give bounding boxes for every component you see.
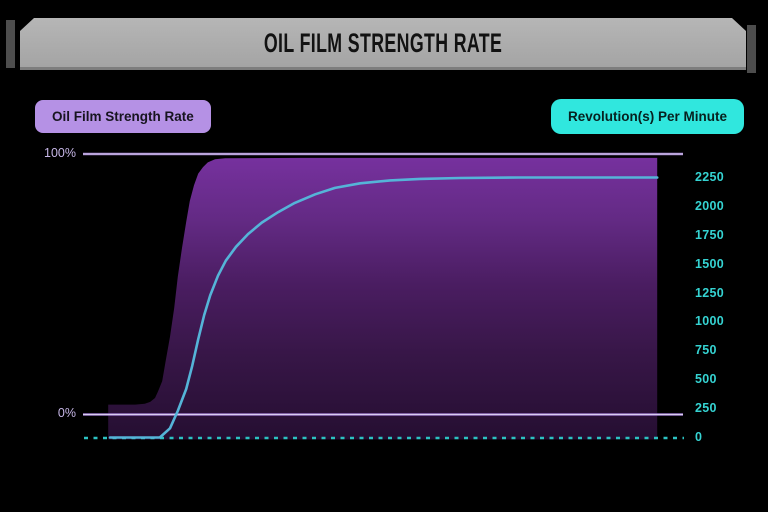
right-axis-tick: 250 <box>695 401 717 415</box>
right-axis-tick: 2250 <box>695 170 725 184</box>
right-axis-tick: 750 <box>695 343 717 358</box>
right-axis-tick: 1000 <box>695 314 725 329</box>
header-plate: OIL FILM STRENGTH RATE <box>20 18 746 70</box>
header-end-cap-left <box>6 20 15 68</box>
legend-badge-rpm[interactable]: Revolution(s) Per Minute <box>551 99 745 134</box>
right-axis-ticks: 2250 2000 1750 1500 1250 1000 750 500 250 0 <box>695 171 740 444</box>
right-axis-tick: 1250 <box>695 285 725 300</box>
left-axis-tick-100: 100% <box>44 146 76 160</box>
right-axis-tick: 2000 <box>695 198 725 213</box>
left-axis-tick-0: 0% <box>57 406 76 420</box>
rpm-line-series <box>108 176 659 439</box>
page-title: OIL FILM STRENGTH RATE <box>263 28 503 59</box>
right-axis-tick: 1500 <box>695 256 725 271</box>
right-axis-tick: 0 <box>695 429 703 444</box>
strength-area-series <box>108 157 658 440</box>
right-axis-tick: 1750 <box>695 227 725 242</box>
right-axis-tick: 500 <box>695 372 717 387</box>
legend-badge-oil-film-strength[interactable]: Oil Film Strength Rate <box>35 100 211 133</box>
header-end-cap-right <box>747 25 756 73</box>
